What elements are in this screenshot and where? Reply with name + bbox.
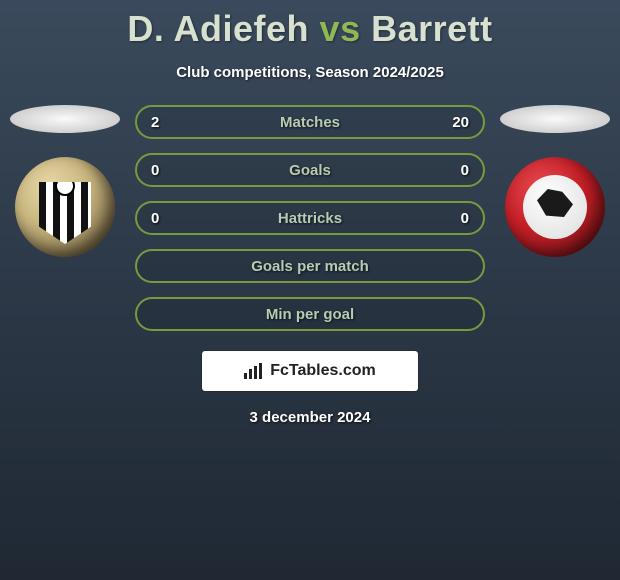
vs-separator: vs — [320, 8, 361, 49]
left-side — [5, 105, 125, 257]
page-title: D. Adiefeh vs Barrett — [0, 0, 620, 50]
stats-table: 2 Matches 20 0 Goals 0 0 Hattricks 0 Goa… — [135, 105, 485, 331]
stat-label: Goals — [187, 162, 433, 179]
bar-chart-icon — [244, 363, 264, 379]
comparison-panel: 2 Matches 20 0 Goals 0 0 Hattricks 0 Goa… — [0, 105, 620, 331]
subtitle: Club competitions, Season 2024/2025 — [0, 64, 620, 81]
player-left-avatar-placeholder — [10, 105, 120, 133]
player-right-name: Barrett — [371, 8, 493, 49]
stat-left-value: 2 — [151, 114, 187, 131]
notts-county-crest — [15, 157, 115, 257]
player-right-avatar-placeholder — [500, 105, 610, 133]
brand-badge: FcTables.com — [202, 351, 418, 391]
right-side — [495, 105, 615, 257]
stat-row-min-per-goal: Min per goal — [135, 297, 485, 331]
stat-row-goals-per-match: Goals per match — [135, 249, 485, 283]
stat-label: Matches — [187, 114, 433, 131]
stat-row-hattricks: 0 Hattricks 0 — [135, 201, 485, 235]
stat-right-value: 0 — [433, 162, 469, 179]
date-text: 3 december 2024 — [0, 409, 620, 426]
stat-label: Hattricks — [187, 210, 433, 227]
walsall-crest — [505, 157, 605, 257]
stat-row-matches: 2 Matches 20 — [135, 105, 485, 139]
player-left-name: D. Adiefeh — [127, 8, 309, 49]
stat-label: Goals per match — [251, 258, 369, 275]
shield-icon — [39, 182, 91, 244]
stat-label: Min per goal — [266, 306, 354, 323]
brand-text: FcTables.com — [270, 362, 376, 380]
stat-left-value: 0 — [151, 162, 187, 179]
stat-row-goals: 0 Goals 0 — [135, 153, 485, 187]
stat-left-value: 0 — [151, 210, 187, 227]
stat-right-value: 0 — [433, 210, 469, 227]
stat-right-value: 20 — [433, 114, 469, 131]
bird-icon — [523, 175, 587, 239]
